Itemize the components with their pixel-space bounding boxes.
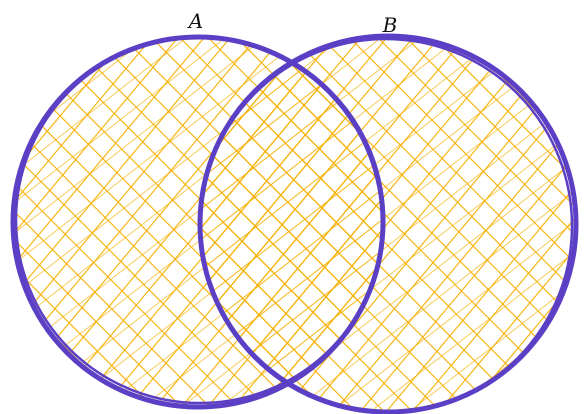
set-a-label: A bbox=[187, 9, 203, 33]
set-b-label: B bbox=[382, 13, 398, 37]
set-a-outline bbox=[10, 34, 386, 410]
set-b-outline bbox=[197, 33, 579, 414]
set-b-region bbox=[200, 36, 576, 412]
